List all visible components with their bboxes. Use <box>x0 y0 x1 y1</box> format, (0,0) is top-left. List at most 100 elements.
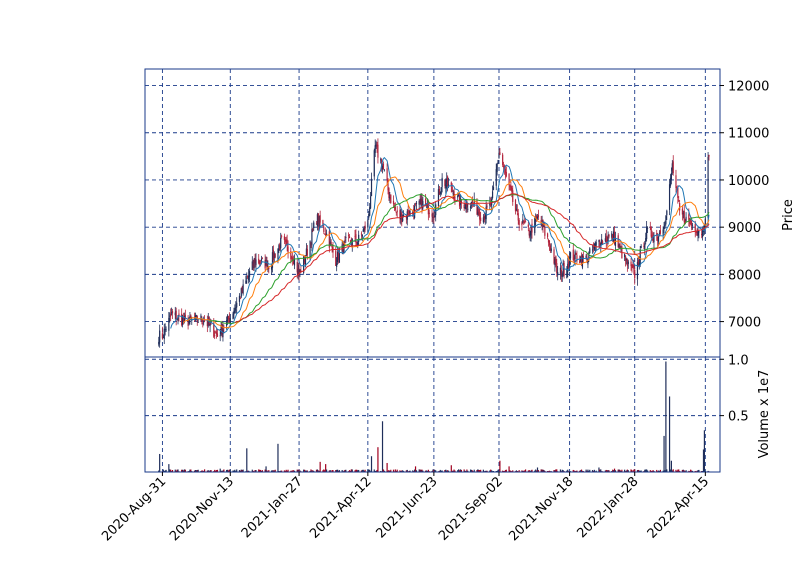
volume-bar <box>580 469 583 472</box>
volume-bar <box>415 470 418 472</box>
candle-body <box>169 315 171 317</box>
candle-body <box>255 259 257 266</box>
volume-bar <box>592 470 595 472</box>
volume-bar <box>598 467 600 472</box>
candle-body <box>348 236 351 239</box>
volume-bar <box>195 470 197 472</box>
candle-body <box>543 226 545 228</box>
candle-body <box>632 265 634 268</box>
volume-bar <box>354 470 356 472</box>
candle-body <box>703 224 706 229</box>
candle-body <box>657 236 659 242</box>
volume-bar <box>645 469 647 472</box>
volume-bar <box>273 470 275 472</box>
volume-bar <box>344 469 346 472</box>
candle-body <box>555 256 557 264</box>
volume-bar <box>649 470 651 472</box>
candle-body <box>511 188 513 192</box>
candle-body <box>303 257 306 262</box>
candle-body <box>222 329 224 338</box>
candle-body <box>252 263 254 266</box>
volume-bar <box>158 470 160 472</box>
volume-bar <box>174 469 176 472</box>
candle-body <box>600 246 602 248</box>
candle-body <box>159 330 161 343</box>
candle-body <box>643 245 645 248</box>
candle-body <box>490 202 492 206</box>
candle-body <box>396 210 398 213</box>
candle-body <box>242 284 244 294</box>
candle-body <box>638 262 640 268</box>
volume-bar <box>280 470 282 472</box>
volume-bar <box>292 470 294 472</box>
volume-bar <box>408 470 410 472</box>
candle-body <box>612 234 614 241</box>
candle-body <box>438 189 440 195</box>
volume-bar <box>291 470 293 472</box>
candle-body <box>679 203 681 211</box>
candle-body <box>184 314 186 318</box>
volume-bar <box>559 469 562 472</box>
candle-body <box>336 263 338 267</box>
date-tick-label: 2021-Jan-27 <box>239 474 306 541</box>
volume-axis-label: Volume x 1e7 <box>757 370 772 459</box>
candle-body <box>207 319 209 326</box>
volume-bar <box>396 469 398 472</box>
volume-bar <box>473 469 475 472</box>
candle-body <box>636 261 639 280</box>
volume-bar <box>367 469 369 472</box>
volume-bar <box>184 469 186 472</box>
candle-body <box>368 213 370 218</box>
candle-body <box>707 156 709 218</box>
candle-body <box>592 247 595 248</box>
volume-bar <box>542 469 544 472</box>
price-tick-label: 10000 <box>728 174 769 189</box>
candle-body <box>662 229 664 235</box>
volume-bar <box>376 469 378 472</box>
volume-bar <box>630 469 632 472</box>
candle-body <box>586 257 588 263</box>
candle-body <box>598 240 600 242</box>
candle-body <box>569 252 572 259</box>
volume-bar <box>624 469 626 472</box>
candle-body <box>608 234 610 237</box>
volume-bar <box>402 470 404 472</box>
candle-body <box>201 317 203 322</box>
candle-body <box>296 262 298 273</box>
volume-bar <box>447 470 449 472</box>
candle-body <box>209 324 211 327</box>
volume-bar <box>669 469 672 472</box>
candle-body <box>343 241 345 254</box>
volume-bar <box>202 470 204 472</box>
candle-body <box>441 177 443 187</box>
candle-body <box>377 144 379 158</box>
volume-bar <box>373 469 375 472</box>
candle-body <box>239 298 241 300</box>
date-tick-label: 2020-Nov-13 <box>167 474 237 544</box>
volume-bar <box>392 469 395 472</box>
volume-bar <box>189 469 191 472</box>
candle-body <box>215 331 218 335</box>
volume-bar <box>272 470 274 472</box>
volume-bar <box>319 461 321 472</box>
date-tick-label: 2022-Jan-28 <box>575 474 642 541</box>
volume-bar <box>544 470 546 472</box>
candle-body <box>582 256 584 259</box>
candle-body <box>451 186 453 193</box>
candle-body <box>460 200 462 204</box>
moving-average-line <box>234 193 710 324</box>
volume-bar <box>286 470 288 472</box>
volume-bar <box>343 470 345 472</box>
volume-bar <box>491 470 493 472</box>
volume-bar <box>181 469 183 472</box>
volume-bar <box>311 470 313 472</box>
candle-body <box>444 179 446 186</box>
candle-body <box>698 231 700 233</box>
volume-bar <box>588 470 590 472</box>
candle-body <box>393 206 396 209</box>
volume-bar <box>425 470 428 472</box>
candle-body <box>260 258 263 261</box>
price-axis-label: Price <box>781 199 796 231</box>
volume-bar <box>675 469 677 472</box>
price-tick-label: 12000 <box>728 80 769 95</box>
